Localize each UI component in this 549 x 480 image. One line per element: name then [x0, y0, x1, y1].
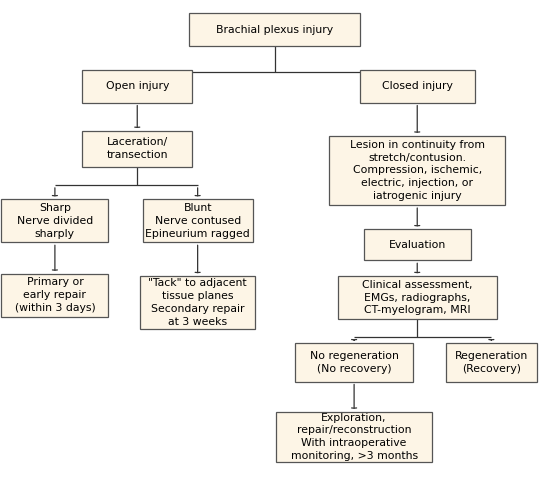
FancyBboxPatch shape — [140, 276, 255, 329]
FancyBboxPatch shape — [295, 343, 413, 382]
Text: No regeneration
(No recovery): No regeneration (No recovery) — [310, 351, 399, 374]
FancyBboxPatch shape — [82, 131, 192, 167]
FancyBboxPatch shape — [360, 70, 475, 103]
FancyBboxPatch shape — [2, 199, 109, 242]
Text: Evaluation: Evaluation — [389, 240, 446, 250]
Text: Sharp
Nerve divided
sharply: Sharp Nerve divided sharply — [17, 203, 93, 239]
FancyBboxPatch shape — [189, 13, 360, 46]
FancyBboxPatch shape — [143, 199, 253, 242]
Text: Open injury: Open injury — [105, 82, 169, 91]
FancyBboxPatch shape — [82, 70, 192, 103]
Text: Regeneration
(Recovery): Regeneration (Recovery) — [455, 351, 528, 374]
Text: Exploration,
repair/reconstruction
With intraoperative
monitoring, >3 months: Exploration, repair/reconstruction With … — [290, 413, 418, 461]
FancyBboxPatch shape — [329, 135, 505, 205]
FancyBboxPatch shape — [2, 274, 109, 317]
Text: Primary or
early repair
(within 3 days): Primary or early repair (within 3 days) — [14, 277, 96, 313]
Text: Blunt
Nerve contused
Epineurium ragged: Blunt Nerve contused Epineurium ragged — [145, 203, 250, 239]
FancyBboxPatch shape — [276, 412, 433, 462]
Text: "Tack" to adjacent
tissue planes
Secondary repair
at 3 weeks: "Tack" to adjacent tissue planes Seconda… — [148, 278, 247, 326]
Text: Laceration/
transection: Laceration/ transection — [107, 137, 168, 160]
FancyBboxPatch shape — [363, 229, 470, 260]
Text: Clinical assessment,
EMGs, radiographs,
CT-myelogram, MRI: Clinical assessment, EMGs, radiographs, … — [362, 280, 473, 315]
FancyBboxPatch shape — [338, 276, 497, 319]
Text: Lesion in continuity from
stretch/contusion.
Compression, ischemic,
electric, in: Lesion in continuity from stretch/contus… — [350, 140, 485, 201]
Text: Brachial plexus injury: Brachial plexus injury — [216, 25, 333, 35]
Text: Closed injury: Closed injury — [382, 82, 453, 91]
FancyBboxPatch shape — [446, 343, 537, 382]
